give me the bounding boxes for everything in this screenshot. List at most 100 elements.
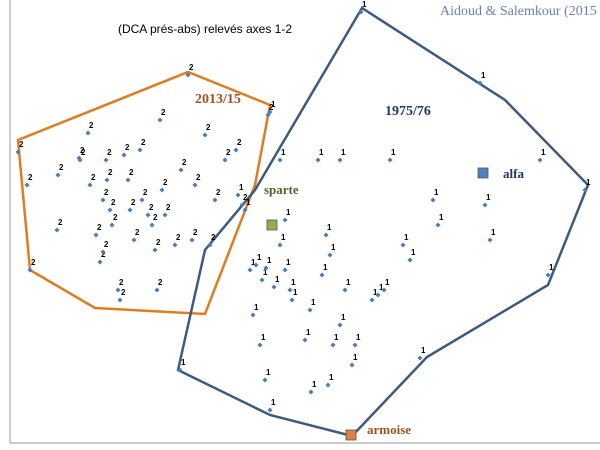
species-label: sparte [264,182,299,197]
point-label: 2 [129,168,134,177]
point [77,157,83,163]
point [154,287,160,293]
point [139,197,145,203]
point [54,227,60,233]
species-marker [477,167,489,179]
point [315,157,321,163]
point-label: 2 [107,148,112,157]
point [342,287,348,293]
point [235,192,241,198]
point-label: 2 [161,108,166,117]
point [430,197,436,203]
species-marker [345,429,357,441]
point [107,207,113,213]
point-label: 2 [19,140,24,149]
point-label: 1 [239,183,244,192]
point [202,132,208,138]
point-label: 2 [59,163,64,172]
point-label: 1 [271,398,276,407]
point-label: 1 [267,256,272,265]
point [271,284,277,290]
point-label: 1 [341,148,346,157]
point-label: 1 [271,100,276,109]
point-label: 2 [182,158,187,167]
point [400,242,406,248]
point [307,307,313,313]
point [159,187,165,193]
point [330,342,336,348]
point-label: 1 [541,148,546,157]
point-label: 2 [189,63,194,72]
point-label: 1 [391,148,396,157]
point [100,249,106,255]
point [87,182,93,188]
point-label: 2 [135,228,140,237]
point-label: 1 [346,278,351,287]
point-label: 1 [356,333,361,342]
point [115,287,121,293]
point [121,152,127,158]
point-label: 2 [196,173,201,182]
point-label: 1 [291,278,296,287]
point-label: 2 [153,213,158,222]
point [145,212,151,218]
point-label: 2 [269,103,274,112]
point-label: 1 [362,0,367,9]
point-label: 2 [176,233,181,242]
point [127,207,133,213]
point-label: 1 [254,303,259,312]
point-label: 2 [80,146,85,155]
point-label: 1 [281,233,286,242]
point-label: 2 [158,278,163,287]
point [308,389,314,395]
point-label: 2 [31,258,36,267]
point [407,257,413,263]
point-label: 1 [251,258,256,267]
point [287,287,293,293]
point-label: 2 [243,193,248,202]
point-label: 2 [193,228,198,237]
point [482,202,488,208]
point [381,287,387,293]
point [263,265,269,271]
point [282,267,288,273]
point-label: 2 [141,138,146,147]
point-label: 2 [237,138,242,147]
point-label: 1 [286,258,291,267]
point [282,217,288,223]
point [267,407,273,413]
point-label: 2 [121,288,126,297]
point-label: 1 [275,275,280,284]
point [131,237,137,243]
point [177,367,183,373]
point [289,297,295,303]
point-label: 2 [119,278,124,287]
point [55,172,61,178]
point-label: 2 [104,188,109,197]
point-label: 1 [481,71,486,80]
point [358,9,364,15]
point [137,147,143,153]
point-label: 1 [586,178,591,187]
point-label: 2 [226,148,231,157]
species-marker [266,219,278,231]
point [207,242,213,248]
point-label: 1 [323,263,328,272]
point [417,355,423,361]
point [125,177,131,183]
point [152,247,158,253]
point [172,242,178,248]
point-label: 2 [58,218,63,227]
point-label: 1 [261,333,266,342]
point [337,157,343,163]
point [375,292,381,298]
point-label: 1 [353,353,358,362]
point [24,182,30,188]
point-label: 2 [113,213,118,222]
point-label: 2 [104,240,109,249]
point-label: 1 [491,228,496,237]
point [277,157,283,163]
point-label: 1 [341,313,346,322]
